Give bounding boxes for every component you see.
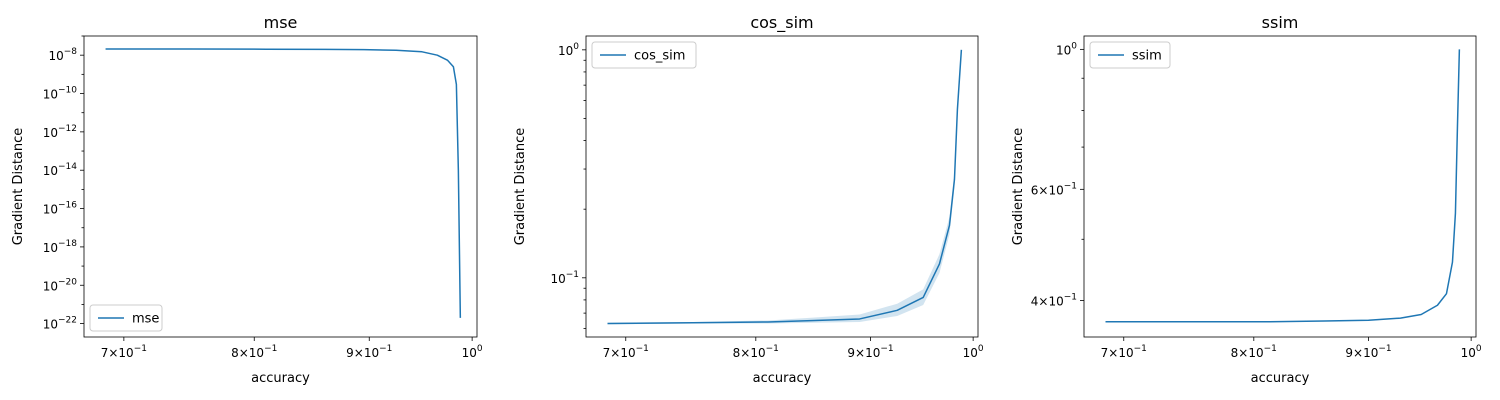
series-line-mse [105,48,462,318]
series-line-ssim [1105,49,1461,323]
chart-mse: mse accuracy Gradient Distance 7×10−1 8×10−1… [11,13,483,386]
x-tick-label: 100 [963,344,984,360]
legend-box [591,41,697,69]
legend: cos_sim [591,41,697,69]
confidence-band-cos-sim [607,49,962,325]
y-tick-label: 4×10−1 [1031,292,1077,308]
x-tick-label: 100 [1461,344,1482,360]
x-tick-label: 7×10−1 [1101,344,1147,360]
x-tick-label: 9×10−1 [346,344,392,360]
legend-label: mse [132,312,159,327]
y-tick-label: 10−20 [43,277,78,293]
legend: mse [89,304,163,332]
y-tick-label: 10−14 [43,162,78,178]
y-tick-label: 10−8 [48,47,77,63]
x-tick-label: 9×10−1 [1345,344,1391,360]
legend-box [1089,41,1171,69]
x-tick-label: 8×10−1 [1231,344,1277,360]
plot-frame [585,35,979,338]
x-tick-label: 9×10−1 [847,344,893,360]
y-axis-label: Gradient Distance [1011,128,1026,246]
y-tick-label: 10−16 [43,201,78,217]
x-tick-label: 100 [462,344,483,360]
plot-frame [1083,35,1477,338]
legend-label: cos_sim [634,49,685,64]
x-axis-label: accuracy [1251,371,1310,386]
legend-label: ssim [1132,49,1162,64]
y-tick-label: 10−12 [43,124,77,140]
y-axis-label: Gradient Distance [11,128,26,246]
y-tick-label: 100 [1056,41,1077,57]
y-tick-label: 100 [558,42,579,58]
legend: ssim [1089,41,1171,69]
x-axis-label: accuracy [251,371,310,386]
y-tick-label: 6×10−1 [1031,181,1077,197]
x-tick-label: 7×10−1 [603,344,649,360]
chart-title: cos_sim [750,13,813,33]
chart-title: ssim [1262,13,1299,32]
chart-cos-sim: cos_sim accuracy Gradient Distance 7×10−1 8×… [513,13,984,386]
y-axis-label: Gradient Distance [513,128,528,246]
y-tick-label: 10−10 [43,86,78,102]
chart-title: mse [264,13,298,32]
x-tick-label: 8×10−1 [231,344,277,360]
x-axis-label: accuracy [753,371,812,386]
y-tick-label: 10−22 [43,316,77,332]
y-tick-label: 10−18 [43,239,78,255]
series-line-cos-sim [607,49,963,325]
legend-box [89,304,163,332]
x-tick-label: 8×10−1 [733,344,779,360]
chart-ssim: ssim accuracy Gradient Distance 7×10−1 8×10−… [1011,13,1482,386]
plot-frame [83,35,478,338]
x-tick-label: 7×10−1 [101,344,147,360]
y-tick-label: 10−1 [550,270,579,286]
